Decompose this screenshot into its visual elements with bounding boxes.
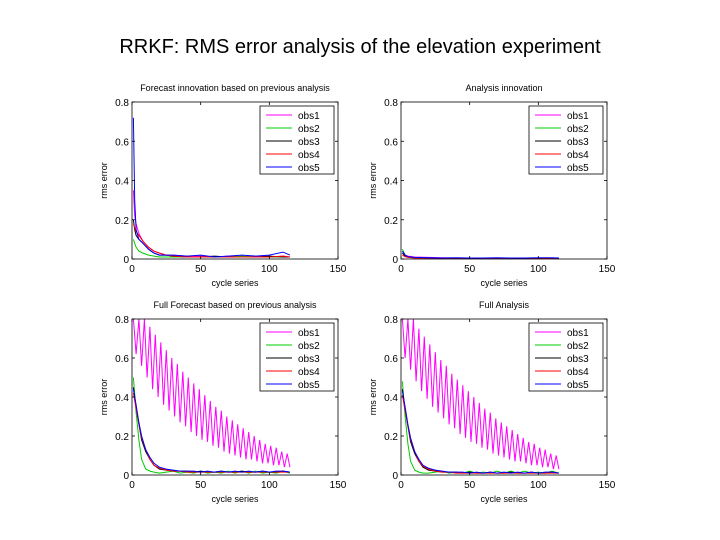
series-line-obs5 [132,117,291,258]
x-tick-label: 50 [464,480,476,491]
legend-label-obs2: obs2 [298,341,320,352]
y-tick-label: 0.6 [115,354,129,365]
x-tick-label: 50 [195,480,207,491]
x-tick-label: 0 [129,264,135,275]
legend: obs1 obs2 obs3 obs4 obs5 [528,105,604,175]
y-tick-label: 0.6 [115,137,129,148]
chart-title: Analysis innovation [465,83,542,93]
y-tick-label: 0.8 [384,98,398,109]
x-tick-label: 150 [599,480,616,491]
series-line-obs3 [132,219,290,258]
series-line-obs1 [132,190,290,258]
legend: obs1 obs2 obs3 obs4 obs5 [528,322,604,392]
legend-label-obs2: obs2 [298,124,320,135]
x-tick-label: 150 [330,480,347,491]
legend-box [528,322,604,392]
legend-label-obs5: obs5 [298,163,320,174]
legend-box [259,322,335,392]
legend-label-obs2: obs2 [567,341,589,352]
y-tick-label: 0.6 [384,137,398,148]
legend-label-obs1: obs1 [298,111,320,122]
x-tick-label: 0 [398,264,404,275]
y-tick-label: 0.2 [115,216,129,227]
x-axis-label: cycle series [211,278,259,288]
legend-label-obs4: obs4 [298,367,320,378]
y-tick-label: 0.2 [384,216,398,227]
legend-label-obs3: obs3 [567,354,589,365]
y-tick-label: 0.4 [384,393,398,404]
x-tick-label: 50 [195,264,207,275]
series-line-obs1 [132,319,291,468]
chart-panel-3: Full Forecast based on previous analysis… [99,300,347,504]
series-line-obs4 [132,393,290,473]
y-tick-label: 0.4 [115,177,129,188]
x-tick-label: 0 [398,480,404,491]
series-line-obs1 [401,319,560,470]
x-axis-label: cycle series [211,494,259,504]
legend-box [528,105,604,175]
legend-label-obs4: obs4 [567,150,589,161]
x-tick-label: 0 [129,480,135,491]
legend-label-obs5: obs5 [298,380,320,391]
legend-label-obs1: obs1 [567,328,589,339]
y-tick-label: 0 [123,255,129,266]
legend-label-obs3: obs3 [567,137,589,148]
legend-label-obs4: obs4 [567,367,589,378]
y-tick-label: 0.4 [115,393,129,404]
y-tick-label: 0.6 [384,354,398,365]
y-axis-label: rms error [368,162,378,199]
legend: obs1 obs2 obs3 obs4 obs5 [259,105,335,175]
x-tick-label: 100 [261,480,278,491]
y-tick-label: 0 [392,255,398,266]
legend-label-obs5: obs5 [567,163,589,174]
legend-label-obs5: obs5 [567,380,589,391]
legend-label-obs3: obs3 [298,354,320,365]
legend-label-obs1: obs1 [298,328,320,339]
x-axis-label: cycle series [480,278,528,288]
y-axis-label: rms error [99,162,109,199]
legend-box [259,105,335,175]
x-tick-label: 100 [530,264,547,275]
legend-label-obs2: obs2 [567,124,589,135]
legend-label-obs3: obs3 [298,137,320,148]
chart-panel-1: Forecast innovation based on previous an… [99,83,347,288]
x-tick-label: 150 [330,264,347,275]
y-tick-label: 0.8 [384,315,398,326]
legend-label-obs1: obs1 [567,111,589,122]
chart-title: Forecast innovation based on previous an… [140,83,330,93]
x-tick-label: 100 [261,264,278,275]
chart-panel-2: Analysis innovation 0 50 100 150 0 0.2 0.4 0.6 0.… [368,83,616,288]
y-tick-label: 0 [392,471,398,482]
x-tick-label: 50 [464,264,476,275]
page-title: RRKF: RMS error analysis of the elevatio… [119,36,601,58]
chart-panel-4: Full Analysis 0 50 100 150 0 0.2 0.4 0.6 0.8 cycle… [368,300,616,504]
legend: obs1 obs2 obs3 obs4 obs5 [259,322,335,392]
y-tick-label: 0.8 [115,98,129,109]
series-line-obs4 [132,223,290,258]
x-tick-label: 150 [599,264,616,275]
series-line-obs4 [401,395,559,474]
x-tick-label: 100 [530,480,547,491]
legend-label-obs4: obs4 [298,150,320,161]
y-tick-label: 0 [123,471,129,482]
y-axis-label: rms error [368,379,378,416]
chart-title: Full Forecast based on previous analysis [153,300,317,310]
y-tick-label: 0.4 [384,177,398,188]
y-tick-label: 0.2 [384,432,398,443]
x-axis-label: cycle series [480,494,528,504]
y-tick-label: 0.8 [115,315,129,326]
y-tick-label: 0.2 [115,432,129,443]
y-axis-label: rms error [99,379,109,416]
chart-title: Full Analysis [479,300,530,310]
